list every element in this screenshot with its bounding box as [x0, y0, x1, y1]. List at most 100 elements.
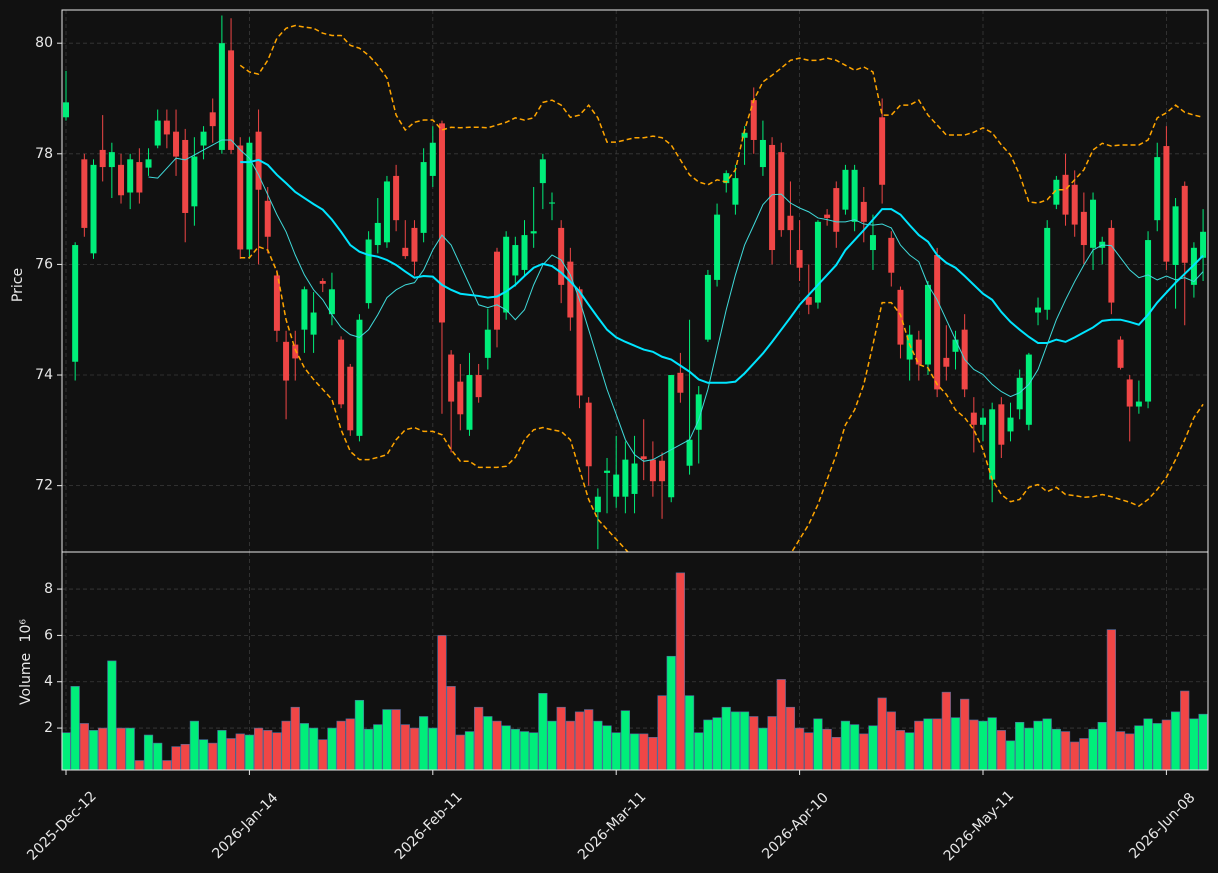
- volume-bar: [969, 719, 979, 771]
- candle-body: [99, 149, 106, 168]
- volume-bar: [813, 718, 823, 771]
- y-tick-label: 78: [35, 146, 53, 162]
- volume-scale-label: 10⁶: [18, 619, 34, 643]
- volume-bar: [905, 732, 915, 771]
- candle-body: [613, 474, 620, 497]
- volume-bar: [519, 731, 530, 771]
- candle-body: [292, 344, 299, 359]
- candle-body: [769, 144, 776, 251]
- candle-body: [283, 341, 290, 381]
- volume-bar: [584, 709, 594, 771]
- candle-body: [567, 261, 574, 318]
- volume-bar: [675, 572, 685, 771]
- volume-bar: [354, 699, 365, 771]
- candle-body: [475, 375, 482, 398]
- volume-bar: [794, 727, 805, 771]
- volume-bar: [840, 720, 851, 771]
- candle-body: [228, 50, 235, 150]
- volume-bar: [501, 725, 511, 771]
- volume-bar: [703, 719, 713, 771]
- volume-bar: [620, 710, 630, 771]
- volume-bar: [1143, 718, 1153, 771]
- volume-bar: [565, 720, 575, 771]
- candle-body: [1172, 206, 1179, 265]
- candle-body: [759, 139, 766, 168]
- volume-bar: [1161, 719, 1171, 771]
- volume-bar: [684, 695, 695, 771]
- candle-body: [301, 289, 308, 330]
- volume-bar: [886, 711, 896, 771]
- volume-bar: [538, 693, 548, 771]
- candle-body: [1145, 240, 1152, 402]
- volume-bar: [308, 727, 319, 771]
- volume-bar: [629, 733, 640, 771]
- volume-bar: [758, 727, 768, 771]
- candle-body: [127, 159, 134, 193]
- candle-body: [1044, 227, 1051, 310]
- volume-bar: [1106, 629, 1116, 771]
- volume-y-tick-label: 8: [44, 581, 53, 597]
- candle-body: [704, 274, 711, 340]
- candle-body: [549, 202, 556, 204]
- volume-bar: [327, 727, 337, 771]
- volume-bar: [88, 730, 99, 771]
- candle-body: [347, 366, 354, 431]
- volume-bar: [1005, 740, 1016, 771]
- candle-body: [173, 131, 180, 157]
- candle-body: [503, 236, 510, 313]
- volume-bar: [134, 760, 144, 771]
- volume-bar: [409, 727, 420, 771]
- volume-bar: [318, 739, 328, 771]
- volume-bar: [739, 711, 750, 771]
- candle-body: [906, 334, 913, 360]
- candle-body: [466, 375, 473, 430]
- candle-body: [833, 188, 840, 232]
- volume-bar: [960, 698, 970, 771]
- candle-body: [81, 159, 88, 228]
- candle-body: [814, 221, 821, 303]
- candle-body: [90, 164, 97, 254]
- candle-body: [264, 200, 271, 237]
- volume-bar: [419, 716, 429, 771]
- volume-bar: [1170, 711, 1181, 771]
- volume-bar: [437, 635, 447, 771]
- volume-bar: [1024, 727, 1034, 771]
- candle-body: [237, 145, 244, 250]
- candle-body: [879, 117, 886, 185]
- volume-bar: [1189, 718, 1199, 771]
- volume-bar: [941, 691, 951, 771]
- volume-bar: [79, 723, 89, 771]
- volume-bar: [189, 720, 199, 771]
- candle-body: [530, 231, 537, 234]
- candle-body: [383, 181, 390, 243]
- volume-bar: [1070, 741, 1080, 771]
- volume-bar: [556, 706, 566, 771]
- candle-body: [604, 470, 611, 473]
- volume-bar: [226, 738, 236, 771]
- volume-bar: [400, 724, 410, 771]
- volume-bar: [171, 746, 181, 771]
- volume-bar: [593, 720, 603, 771]
- candle-body: [218, 43, 225, 150]
- candle-body: [952, 339, 959, 352]
- volume-bar: [116, 727, 126, 771]
- candle-body: [1080, 211, 1087, 246]
- candle-body: [750, 100, 757, 140]
- candle-body: [420, 162, 427, 233]
- candle-body: [1163, 146, 1170, 262]
- candle-body: [457, 381, 464, 415]
- volume-bar: [1015, 721, 1025, 771]
- candle-body: [1035, 307, 1042, 313]
- candle-body: [209, 112, 216, 127]
- volume-bar: [336, 720, 346, 771]
- volume-bar: [895, 730, 906, 771]
- candles: [63, 15, 1207, 552]
- volume-bar: [464, 731, 475, 771]
- volume-bar: [382, 709, 392, 771]
- y-tick-label: 80: [35, 35, 53, 51]
- candle-body: [1181, 185, 1188, 263]
- candle-body: [649, 459, 656, 482]
- volume-bar: [483, 716, 493, 771]
- candle-body: [374, 222, 381, 246]
- candle-body: [246, 142, 253, 250]
